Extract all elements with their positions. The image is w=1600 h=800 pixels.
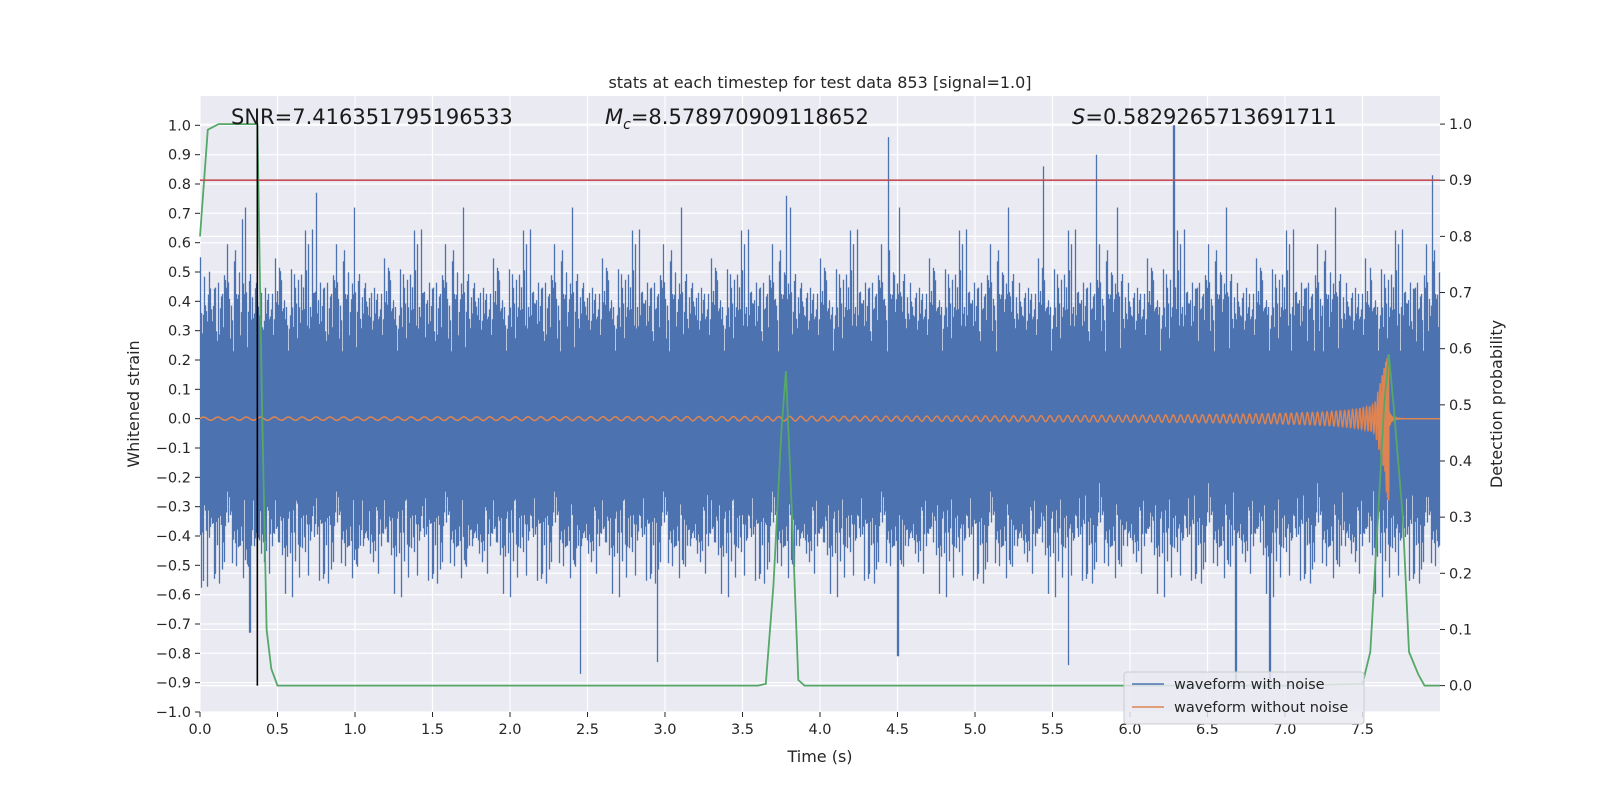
y-tick-label: 0.3 bbox=[168, 324, 191, 340]
y-tick-label: −0.4 bbox=[156, 529, 191, 545]
detection-probability-line bbox=[199, 123, 1440, 687]
waveform-without-noise-series bbox=[199, 354, 1440, 501]
y-tick-label: −1.0 bbox=[156, 705, 191, 721]
s-value: =0.5829265713691711 bbox=[1085, 105, 1336, 129]
chirp-mass-value: =8.578970909118652 bbox=[631, 105, 869, 129]
x-tick-label: 2.0 bbox=[498, 722, 521, 738]
x-axis-title: Time (s) bbox=[786, 747, 852, 766]
y-axis-ticks: 1.0 0.9 0.8 0.7 0.6 0.5 0.4 0.3 0.2 0.1 0.0 −0.1 −0.… bbox=[156, 118, 200, 721]
x-tick-label: 3.5 bbox=[731, 722, 754, 738]
y2-axis-title: Detection probability bbox=[1487, 320, 1506, 488]
y2-tick-label: 0.7 bbox=[1449, 286, 1472, 302]
snr-annotation: SNR=7.416351795196533 bbox=[231, 105, 513, 129]
y-tick-label: 0.9 bbox=[168, 148, 191, 164]
y2-tick-label: 0.3 bbox=[1449, 510, 1472, 526]
x-tick-label: 0.0 bbox=[188, 722, 211, 738]
x-axis-ticks: 0.0 0.5 1.0 1.5 2.0 2.5 3.0 3.5 4.0 4.5 5.0 5.5 6.0 6… bbox=[188, 712, 1374, 738]
y2-tick-label: 0.9 bbox=[1449, 173, 1472, 189]
legend-label-noise: waveform with noise bbox=[1174, 677, 1325, 693]
y-tick-label: 0.7 bbox=[168, 206, 191, 222]
y2-tick-label: 0.8 bbox=[1449, 229, 1472, 245]
y-tick-label: 0.2 bbox=[168, 353, 191, 369]
x-tick-label: 0.5 bbox=[266, 722, 289, 738]
y2-tick-label: 0.2 bbox=[1449, 566, 1472, 582]
s-symbol: S bbox=[1072, 105, 1085, 129]
x-tick-label: 6.5 bbox=[1196, 722, 1219, 738]
legend: waveform with noise waveform without noi… bbox=[1123, 671, 1365, 725]
y-tick-label: 0.0 bbox=[168, 412, 191, 428]
y2-axis-ticks: 1.0 0.9 0.8 0.7 0.6 0.5 0.4 0.3 0.2 0.1 0.0 bbox=[1440, 117, 1472, 695]
s-annotation: S=0.5829265713691711 bbox=[1072, 105, 1337, 129]
chirp-mass-annotation: Mc=8.578970909118652 bbox=[605, 105, 869, 133]
x-tick-label: 1.0 bbox=[343, 722, 366, 738]
x-tick-label: 1.5 bbox=[421, 722, 444, 738]
x-tick-label: 6.0 bbox=[1118, 722, 1141, 738]
y-tick-label: 0.6 bbox=[168, 236, 191, 252]
y2-tick-label: 0.6 bbox=[1449, 342, 1472, 358]
chirp-mass-subscript: c bbox=[623, 117, 631, 133]
x-tick-label: 7.5 bbox=[1351, 722, 1374, 738]
legend-box bbox=[1123, 671, 1365, 725]
y-tick-label: −0.9 bbox=[156, 676, 191, 692]
y-axis-title: Whitened strain bbox=[124, 340, 143, 467]
x-tick-label: 4.5 bbox=[886, 722, 909, 738]
y-tick-label: −0.1 bbox=[156, 441, 191, 457]
x-tick-label: 5.0 bbox=[963, 722, 986, 738]
x-tick-label: 5.5 bbox=[1041, 722, 1064, 738]
y2-tick-label: 0.1 bbox=[1449, 622, 1472, 638]
chart-title: stats at each timestep for test data 853… bbox=[608, 73, 1031, 92]
waveform-with-noise-series bbox=[199, 125, 1441, 686]
x-tick-label: 7.0 bbox=[1273, 722, 1296, 738]
x-tick-label: 3.0 bbox=[653, 722, 676, 738]
detection-probability-series bbox=[199, 123, 1440, 687]
y-tick-label: −0.2 bbox=[156, 470, 191, 486]
reference-lines bbox=[200, 124, 1440, 686]
y2-tick-label: 0.5 bbox=[1449, 398, 1472, 414]
legend-label-clean: waveform without noise bbox=[1174, 700, 1348, 716]
y2-tick-label: 0.0 bbox=[1449, 679, 1472, 695]
y-tick-label: −0.8 bbox=[156, 646, 191, 662]
y-tick-label: −0.3 bbox=[156, 500, 191, 516]
y-tick-label: 0.4 bbox=[168, 294, 191, 310]
waveform-without-noise-line bbox=[199, 354, 1440, 501]
y2-tick-label: 0.4 bbox=[1449, 454, 1472, 470]
y-tick-label: −0.7 bbox=[156, 617, 191, 633]
y-tick-label: −0.5 bbox=[156, 558, 191, 574]
waveform-with-noise-line bbox=[199, 125, 1441, 686]
y-tick-label: 1.0 bbox=[168, 118, 191, 134]
y-tick-label: 0.1 bbox=[168, 382, 191, 398]
y-tick-label: −0.6 bbox=[156, 588, 191, 604]
chirp-mass-symbol: M bbox=[605, 105, 623, 129]
y2-tick-label: 1.0 bbox=[1449, 117, 1472, 133]
y-tick-label: 0.8 bbox=[168, 177, 191, 193]
x-tick-label: 4.0 bbox=[808, 722, 831, 738]
x-tick-label: 2.5 bbox=[576, 722, 599, 738]
y-tick-label: 0.5 bbox=[168, 265, 191, 281]
